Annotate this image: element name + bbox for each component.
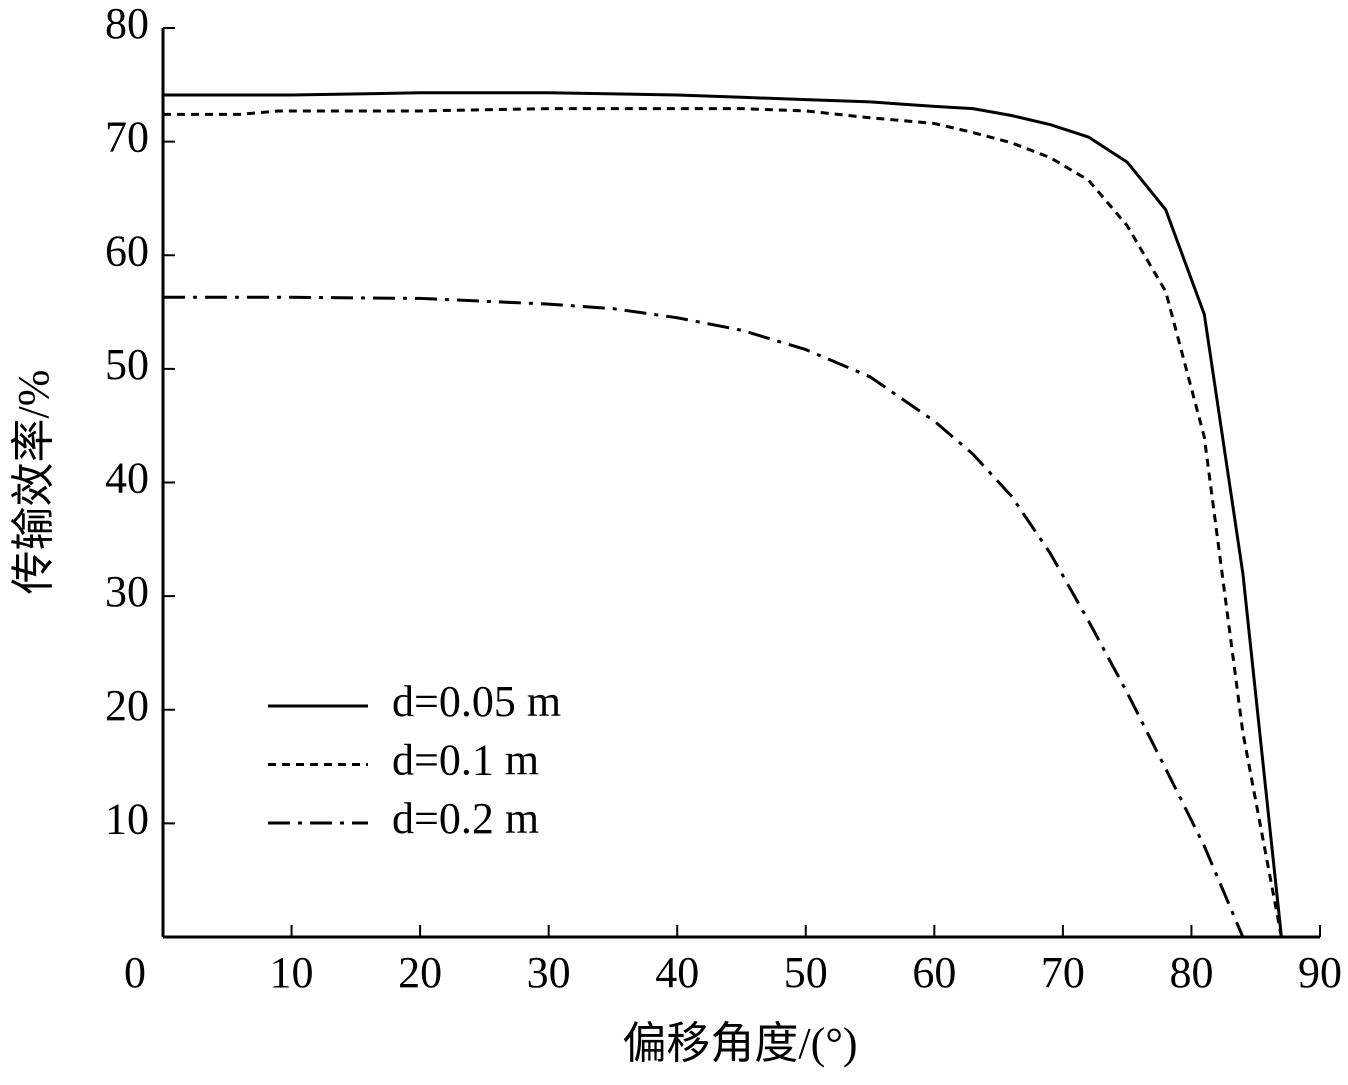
y-tick-label: 70 bbox=[105, 113, 149, 162]
line-series bbox=[163, 91, 1283, 938]
y-tick-label: 60 bbox=[105, 226, 149, 275]
y-tick-label: 80 bbox=[105, 0, 149, 48]
x-tick-label: 70 bbox=[1041, 948, 1085, 997]
x-axis-label: 偏移角度/(°) bbox=[622, 1019, 857, 1068]
y-tick-label: 50 bbox=[105, 340, 149, 389]
x-tick-label: 40 bbox=[655, 948, 699, 997]
x-tick-label: 90 bbox=[1298, 948, 1342, 997]
legend-label: d=0.1 m bbox=[392, 736, 539, 785]
y-tick-label: 40 bbox=[105, 454, 149, 503]
x-tick-label: 0 bbox=[124, 948, 146, 997]
y-axis-label: 传输效率/% bbox=[9, 370, 58, 595]
x-tick-label: 30 bbox=[527, 948, 571, 997]
x-tick-label: 50 bbox=[784, 948, 828, 997]
y-tick-label: 30 bbox=[105, 567, 149, 616]
y-tick-label: 10 bbox=[105, 794, 149, 843]
y-tick-label: 20 bbox=[105, 681, 149, 730]
line-series bbox=[163, 295, 1245, 938]
x-tick-label: 60 bbox=[912, 948, 956, 997]
legend-label: d=0.2 m bbox=[392, 794, 539, 843]
x-tick-label: 20 bbox=[398, 948, 442, 997]
line-series bbox=[163, 107, 1283, 938]
legend-label: d=0.05 m bbox=[392, 677, 561, 726]
x-tick-label: 10 bbox=[270, 948, 314, 997]
x-tick-label: 80 bbox=[1169, 948, 1213, 997]
